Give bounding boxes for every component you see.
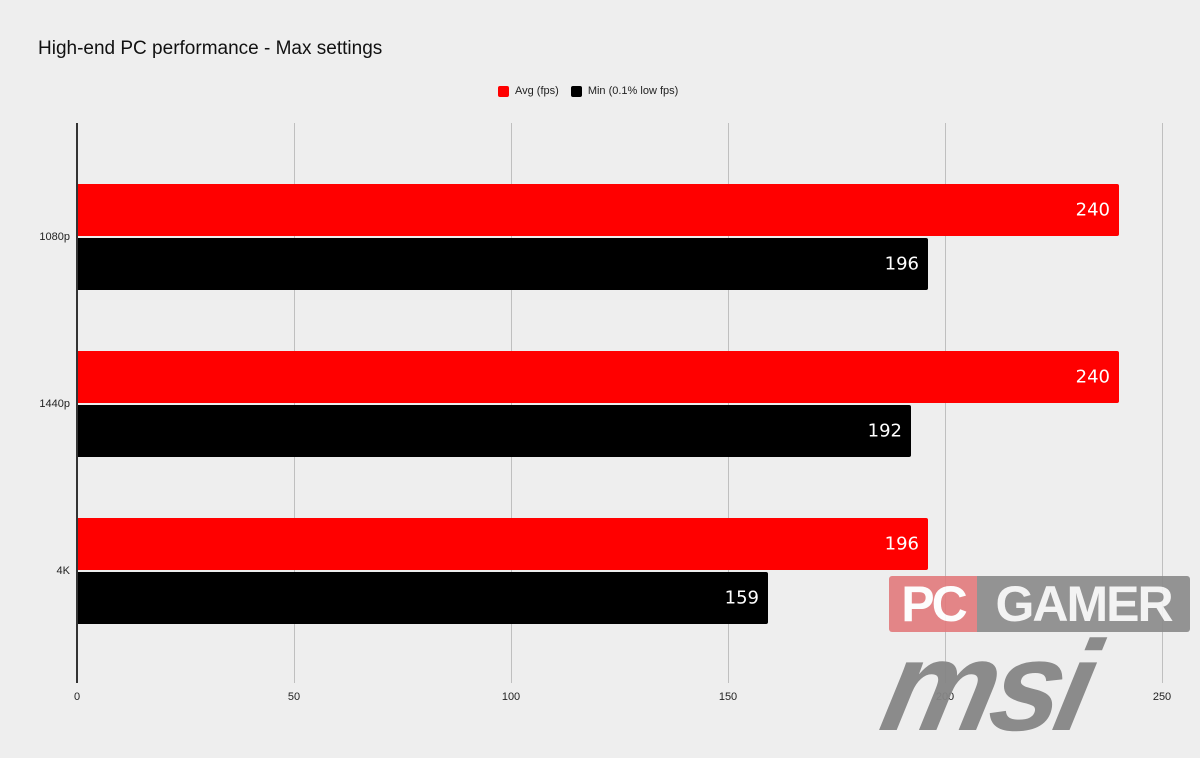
category-label-1440p: 1440p: [39, 398, 70, 410]
bar-1440p-avg: 240: [78, 351, 1119, 403]
bar-value: 196: [884, 253, 919, 275]
x-tick-200: 200: [935, 691, 955, 703]
legend-swatch-min: [570, 85, 582, 97]
x-tick-0: 0: [73, 691, 81, 703]
bar-value: 192: [867, 420, 902, 442]
x-tick-150: 150: [718, 691, 738, 703]
bar-4k-avg: 196: [78, 518, 928, 570]
x-tick-50: 50: [287, 691, 301, 703]
chart-title: High-end PC performance - Max settings: [38, 38, 383, 59]
bar-1080p-min: 196: [78, 238, 928, 290]
legend-label-min: Min (0.1% low fps): [587, 85, 679, 97]
legend-item-avg: Avg (fps): [498, 85, 559, 97]
gridline-200: [945, 123, 946, 683]
x-tick-250: 250: [1152, 691, 1172, 703]
x-tick-100: 100: [501, 691, 521, 703]
gridline-50: [294, 123, 295, 683]
pc-gamer-logo-pc: PC: [889, 576, 977, 632]
pc-gamer-logo: PC GAMER: [889, 576, 1190, 632]
pc-gamer-logo-gamer: GAMER: [977, 576, 1190, 632]
bar-1080p-avg: 240: [78, 184, 1119, 236]
bar-value: 240: [1075, 199, 1110, 221]
category-label-1080p: 1080p: [39, 231, 70, 243]
legend: Avg (fps) Min (0.1% low fps): [498, 85, 690, 97]
gridline-250: [1162, 123, 1163, 683]
legend-item-min: Min (0.1% low fps): [570, 85, 679, 97]
legend-label-avg: Avg (fps): [515, 85, 559, 97]
gridline-100: [511, 123, 512, 683]
y-axis-line: [76, 123, 78, 683]
bar-value: 240: [1075, 366, 1110, 388]
bar-4k-min: 159: [78, 572, 768, 624]
gridline-150: [728, 123, 729, 683]
legend-swatch-avg: [498, 85, 509, 97]
bar-1440p-min: 192: [78, 405, 911, 457]
bar-value: 196: [884, 533, 919, 555]
bar-value: 159: [724, 587, 759, 609]
msi-logo: msi: [870, 615, 1104, 758]
category-label-4k: 4K: [56, 565, 70, 577]
